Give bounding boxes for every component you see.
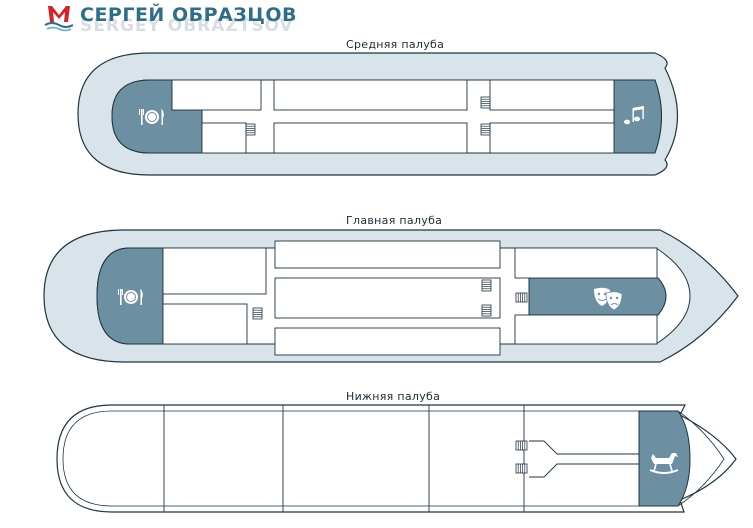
stairs-icon [515,292,528,303]
logo-text-ru: СЕРГЕЙ ОБРАЗЦОВ [80,4,297,26]
main-deck-title: Главная палуба [346,214,443,227]
stairs-icon [515,440,528,451]
lower-deck-hull [56,404,737,513]
lower-deck [56,404,737,513]
cabin-block[interactable] [273,79,468,111]
theatre-masks-icon [594,287,623,311]
stairs-icon [252,307,263,320]
stairs-icon [481,304,492,317]
cabin-block[interactable] [489,122,615,154]
stairs-icon [515,463,528,474]
cabin-block[interactable] [489,79,615,111]
logo[interactable]: СЕРГЕЙ ОБРАЗЦОВ SERGEY OBRAZTSOV [42,2,296,36]
middle-deck-music-room[interactable] [613,79,662,154]
cabin-block[interactable] [162,247,267,295]
cabin-block[interactable] [273,122,468,154]
middle-deck-title: Средняя палуба [346,38,445,51]
cabin-block[interactable] [162,303,248,345]
cabin-block[interactable] [274,277,501,319]
cabin-block[interactable] [201,122,247,154]
stairs-icon [245,123,256,136]
cabin-block[interactable] [171,79,262,111]
music-note-icon [624,106,644,125]
middle-deck [77,52,678,176]
logo-emblem-icon [44,6,74,32]
rocking-horse-icon [649,453,679,474]
cabin-block[interactable] [274,240,501,269]
cabin-block[interactable] [514,247,658,279]
cabin-block[interactable] [514,314,658,345]
stairs-icon [480,123,491,136]
main-deck [43,229,739,363]
lower-deck-title: Нижняя палуба [346,390,441,403]
cabin-block[interactable] [274,327,501,356]
stairs-icon [480,96,491,109]
stairs-icon [481,279,492,292]
